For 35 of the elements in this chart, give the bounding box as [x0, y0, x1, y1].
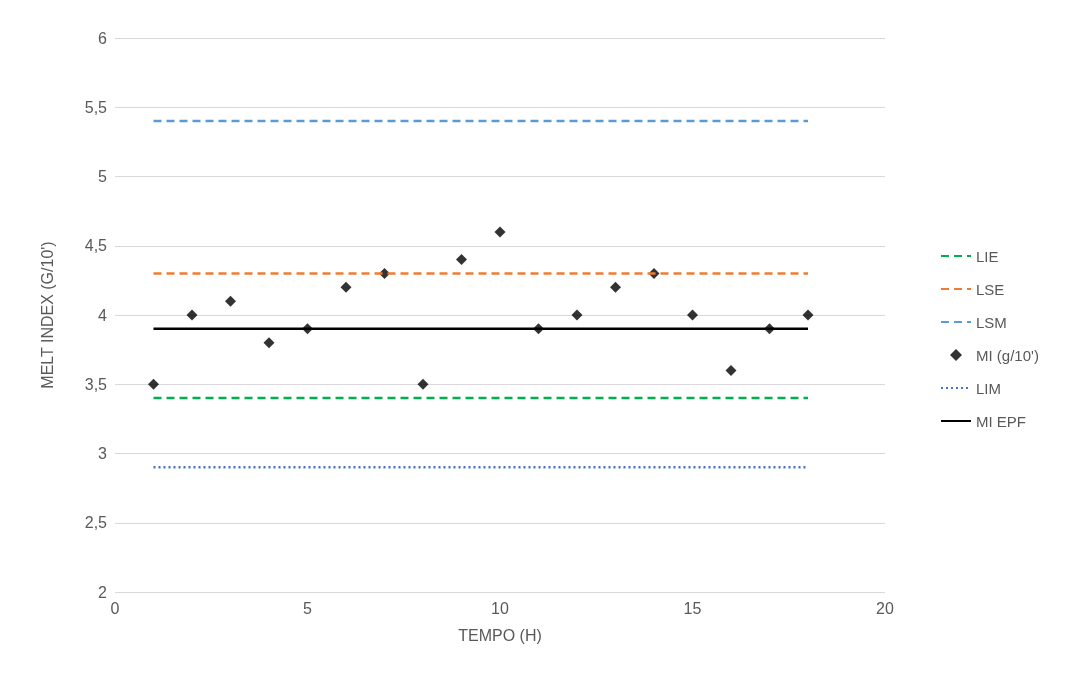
legend-label: LSM: [976, 313, 1007, 331]
y-tick-label: 3,5: [84, 375, 108, 393]
legend-label: LIE: [976, 247, 999, 265]
y-axis-title: MELT INDEX (G/10'): [38, 241, 56, 389]
legend-label: MI EPF: [976, 412, 1027, 430]
point: [725, 364, 737, 376]
y-tick-label: 4: [98, 306, 108, 324]
point: [186, 309, 198, 321]
x-tick-label: 15: [683, 599, 702, 617]
point: [148, 378, 159, 390]
x-tick-label: 0: [110, 599, 120, 617]
point: [340, 281, 352, 293]
y-tick-label: 5: [98, 168, 108, 185]
y-tick-label: 6: [98, 29, 108, 47]
point: [571, 309, 583, 321]
y-tick-label: 5,5: [84, 98, 108, 116]
legend-label: MI (g/10'): [976, 346, 1039, 364]
point: [802, 309, 814, 321]
y-tick-label: 2: [98, 583, 108, 601]
x-tick-label: 20: [876, 599, 894, 617]
x-tick-label: 5: [303, 599, 313, 617]
y-tick-label: 3: [98, 445, 108, 462]
y-tick-label: 2,5: [84, 514, 108, 532]
legend-label: LSE: [976, 280, 1005, 298]
point: [610, 281, 621, 293]
x-tick-label: 10: [491, 599, 509, 617]
point: [417, 378, 429, 390]
legend-label: LIM: [976, 379, 1002, 397]
point: [263, 337, 275, 349]
y-tick-label: 4,5: [84, 237, 108, 255]
point: [456, 254, 467, 266]
point: [225, 295, 236, 307]
point: [494, 226, 506, 238]
point: [687, 309, 698, 321]
x-axis-title: TEMPO (H): [458, 626, 542, 644]
